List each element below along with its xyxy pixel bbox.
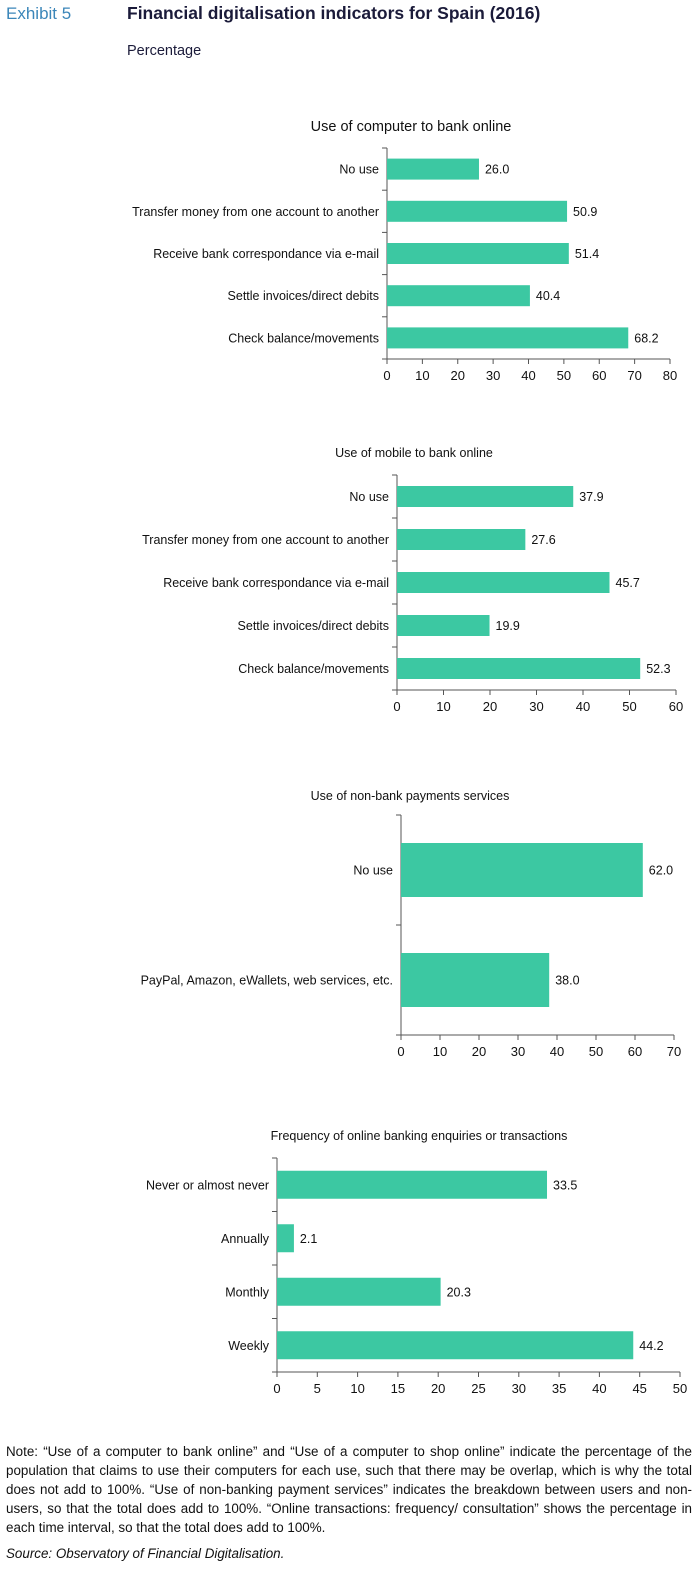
category-label: Settle invoices/direct debits: [228, 289, 379, 303]
x-tick-label: 45: [632, 1381, 646, 1396]
category-label: No use: [353, 864, 393, 878]
chart-title: Use of mobile to bank online: [335, 446, 493, 460]
bar: [387, 285, 530, 307]
x-tick-label: 20: [472, 1044, 486, 1059]
x-tick-label: 60: [592, 368, 606, 383]
value-label: 68.2: [634, 331, 658, 345]
bar: [397, 615, 490, 636]
x-tick-label: 40: [521, 368, 535, 383]
category-label: Monthly: [225, 1285, 270, 1299]
x-tick-label: 10: [436, 699, 450, 714]
x-tick-label: 80: [663, 368, 677, 383]
x-tick-label: 30: [486, 368, 500, 383]
category-label: No use: [339, 163, 379, 177]
value-label: 38.0: [555, 974, 579, 988]
category-label: Weekly: [228, 1339, 270, 1353]
bar: [387, 243, 569, 264]
x-tick-label: 30: [511, 1044, 525, 1059]
x-tick-label: 25: [471, 1381, 485, 1396]
exhibit-label: Exhibit 5: [6, 4, 72, 23]
x-tick-label: 0: [273, 1381, 280, 1396]
x-tick-label: 20: [483, 699, 497, 714]
value-label: 45.7: [616, 576, 640, 590]
value-label: 19.9: [496, 619, 520, 633]
page-title: Financial digitalisation indicators for …: [127, 3, 541, 23]
bar: [277, 1331, 634, 1360]
value-label: 26.0: [485, 163, 509, 177]
bar: [401, 843, 643, 897]
category-label: No use: [349, 490, 389, 504]
chart-title: Frequency of online banking enquiries or…: [271, 1129, 568, 1143]
value-label: 62.0: [649, 864, 673, 878]
value-label: 27.6: [531, 533, 555, 547]
bar: [387, 327, 629, 349]
x-tick-label: 40: [592, 1381, 606, 1396]
bar: [397, 658, 641, 679]
category-label: Settle invoices/direct debits: [238, 619, 389, 633]
x-tick-label: 60: [628, 1044, 642, 1059]
page-subtitle: Percentage: [127, 43, 202, 59]
x-tick-label: 10: [415, 368, 429, 383]
category-label: Transfer money from one account to anoth…: [142, 533, 389, 547]
bar: [277, 1277, 441, 1306]
value-label: 37.9: [579, 490, 603, 504]
bar: [397, 572, 610, 593]
x-tick-label: 20: [431, 1381, 445, 1396]
value-label: 20.3: [447, 1285, 471, 1299]
chart-online-banking-frequency: Frequency of online banking enquiries or…: [146, 1129, 687, 1396]
category-label: Check balance/movements: [238, 662, 389, 676]
chart-computer-banking: Use of computer to bank online 0 10 20 30 40 5…: [132, 119, 677, 383]
x-tick-label: 30: [512, 1381, 526, 1396]
category-label: Never or almost never: [146, 1178, 269, 1192]
x-tick-label: 70: [667, 1044, 681, 1059]
category-label: Receive bank correspondance via e-mail: [153, 247, 379, 261]
x-tick-label: 10: [350, 1381, 364, 1396]
x-tick-label: 20: [451, 368, 465, 383]
value-label: 33.5: [553, 1178, 577, 1192]
x-tick-label: 50: [557, 368, 571, 383]
value-label: 50.9: [573, 205, 597, 219]
x-tick-label: 50: [589, 1044, 603, 1059]
bar: [401, 953, 550, 1007]
bar: [387, 158, 479, 180]
x-tick-label: 0: [397, 1044, 404, 1059]
x-tick-label: 5: [314, 1381, 321, 1396]
value-label: 2.1: [300, 1232, 317, 1246]
x-tick-label: 70: [627, 368, 641, 383]
x-tick-label: 10: [433, 1044, 447, 1059]
value-label: 44.2: [639, 1339, 663, 1353]
bar: [277, 1170, 548, 1199]
chart-non-bank-payments: Use of non-bank payments services 0 10 20 30…: [141, 789, 682, 1059]
x-tick-label: 0: [383, 368, 390, 383]
bar: [397, 529, 526, 550]
x-tick-label: 40: [576, 699, 590, 714]
chart-title: Use of computer to bank online: [311, 119, 512, 135]
category-label: Check balance/movements: [228, 331, 379, 345]
bar: [387, 200, 568, 222]
source-line: Source: Observatory of Financial Digital…: [6, 1546, 285, 1561]
category-label: Transfer money from one account to anoth…: [132, 205, 379, 219]
value-label: 40.4: [536, 289, 560, 303]
bar: [397, 486, 574, 507]
x-tick-label: 30: [529, 699, 543, 714]
footnote: Note: “Use of a computer to bank online”…: [6, 1444, 692, 1535]
x-tick-label: 50: [622, 699, 636, 714]
category-label: Annually: [221, 1232, 270, 1246]
x-tick-label: 15: [391, 1381, 405, 1396]
bar: [277, 1224, 294, 1253]
chart-title: Use of non-bank payments services: [311, 789, 510, 803]
value-label: 52.3: [646, 662, 670, 676]
x-tick-label: 50: [673, 1381, 687, 1396]
x-tick-label: 0: [393, 699, 400, 714]
value-label: 51.4: [575, 247, 599, 261]
x-tick-label: 60: [669, 699, 683, 714]
category-label: PayPal, Amazon, eWallets, web services, …: [141, 974, 393, 988]
x-tick-label: 40: [550, 1044, 564, 1059]
category-label: Receive bank correspondance via e-mail: [163, 576, 389, 590]
chart-mobile-banking: Use of mobile to bank online 0 10 20 30 40 50 6…: [142, 446, 683, 714]
x-tick-label: 35: [552, 1381, 566, 1396]
